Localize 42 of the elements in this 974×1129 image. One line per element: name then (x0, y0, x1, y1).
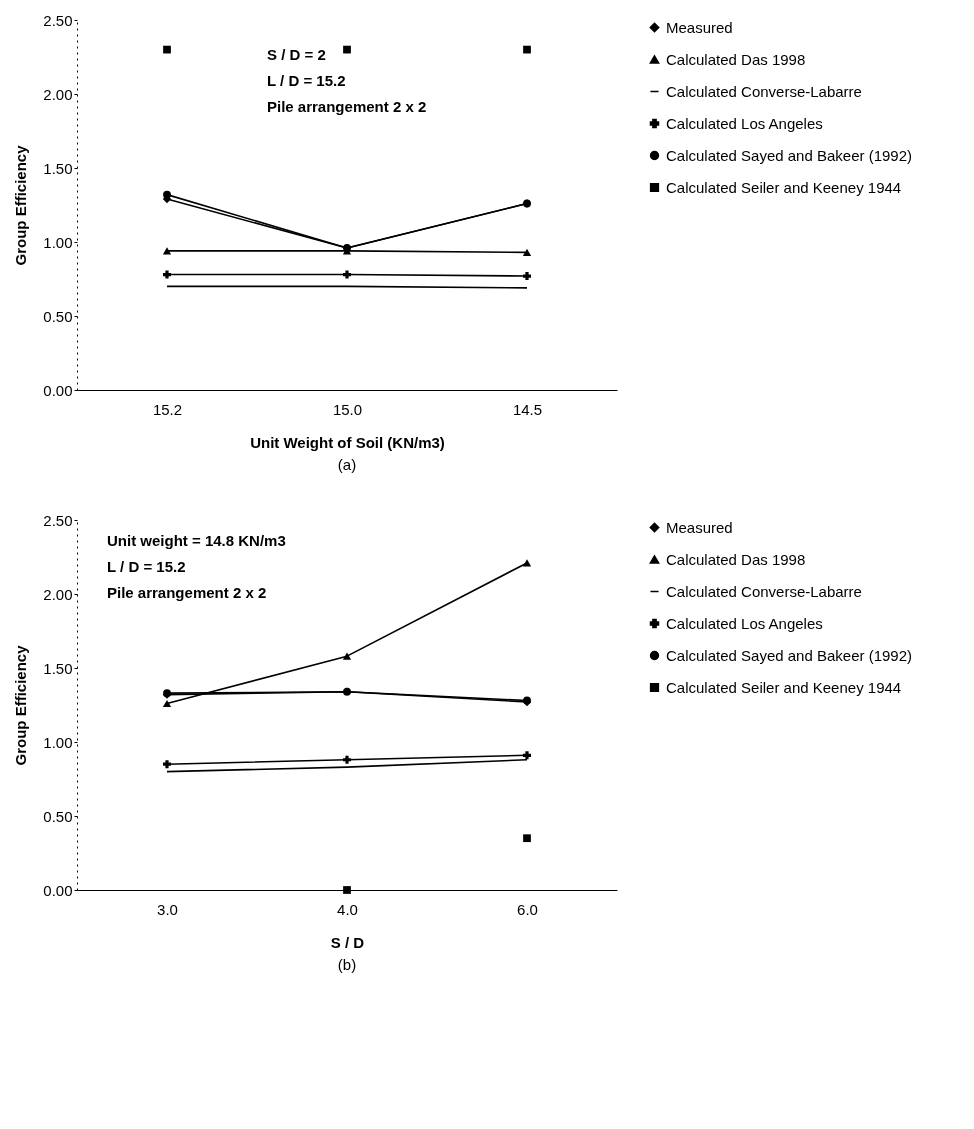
annotation: Pile arrangement 2 x 2 (267, 98, 427, 115)
y-tick-label: 0.50 (43, 807, 73, 825)
legend-label: Calculated Das 1998 (666, 50, 806, 68)
x-axis-title: S / D (330, 933, 365, 951)
y-tick-label: 2.00 (43, 85, 73, 103)
y-axis-title: Group Efficiency (12, 144, 30, 266)
annotation: S / D = 2 (267, 46, 326, 63)
text: (b) (337, 956, 357, 973)
legend-label: Calculated Seiler and Keeney 1944 (666, 678, 902, 696)
legend-label: Calculated Converse-Labarre (666, 82, 862, 100)
x-tick-label: 15.0 (332, 400, 363, 418)
legend-label: Calculated Los Angeles (666, 114, 823, 132)
y-tick-label: 2.00 (43, 585, 73, 603)
x-tick-label: 4.0 (337, 900, 358, 918)
legend-label: Calculated Das 1998 (666, 550, 806, 568)
y-tick-label: 1.50 (43, 159, 73, 177)
y-tick-label: 0.50 (43, 307, 73, 325)
x-tick-label: 6.0 (517, 900, 538, 918)
y-tick-label: 0.00 (43, 381, 73, 399)
y-tick-label: 1.00 (43, 233, 73, 251)
y-tick-label: 1.00 (43, 733, 73, 751)
legend-label: Calculated Seiler and Keeney 1944 (666, 178, 902, 196)
text: (a) (337, 456, 357, 473)
y-tick-label: 1.50 (43, 659, 73, 677)
legend-label: Calculated Sayed and Bakeer (1992) (666, 646, 912, 664)
annotation: Pile arrangement 2 x 2 (107, 584, 267, 601)
legend-label: Calculated Converse-Labarre (666, 582, 862, 600)
annotation: L / D = 15.2 (267, 72, 346, 89)
legend-label: Measured (666, 18, 733, 36)
x-tick-label: 15.2 (152, 400, 183, 418)
y-tick-label: 0.00 (43, 881, 73, 899)
y-tick-label: 2.50 (43, 511, 73, 529)
legend-label: Measured (666, 518, 733, 536)
legend-label: Calculated Sayed and Bakeer (1992) (666, 146, 912, 164)
annotation: L / D = 15.2 (107, 558, 186, 575)
x-tick-label: 3.0 (157, 900, 178, 918)
y-tick-label: 2.50 (43, 11, 73, 29)
x-tick-label: 14.5 (512, 400, 543, 418)
annotation: Unit weight = 14.8 KN/m3 (107, 532, 286, 549)
y-axis-title: Group Efficiency (12, 644, 30, 766)
x-axis-title: Unit Weight of Soil (KN/m3) (250, 433, 445, 451)
legend-label: Calculated Los Angeles (666, 614, 823, 632)
